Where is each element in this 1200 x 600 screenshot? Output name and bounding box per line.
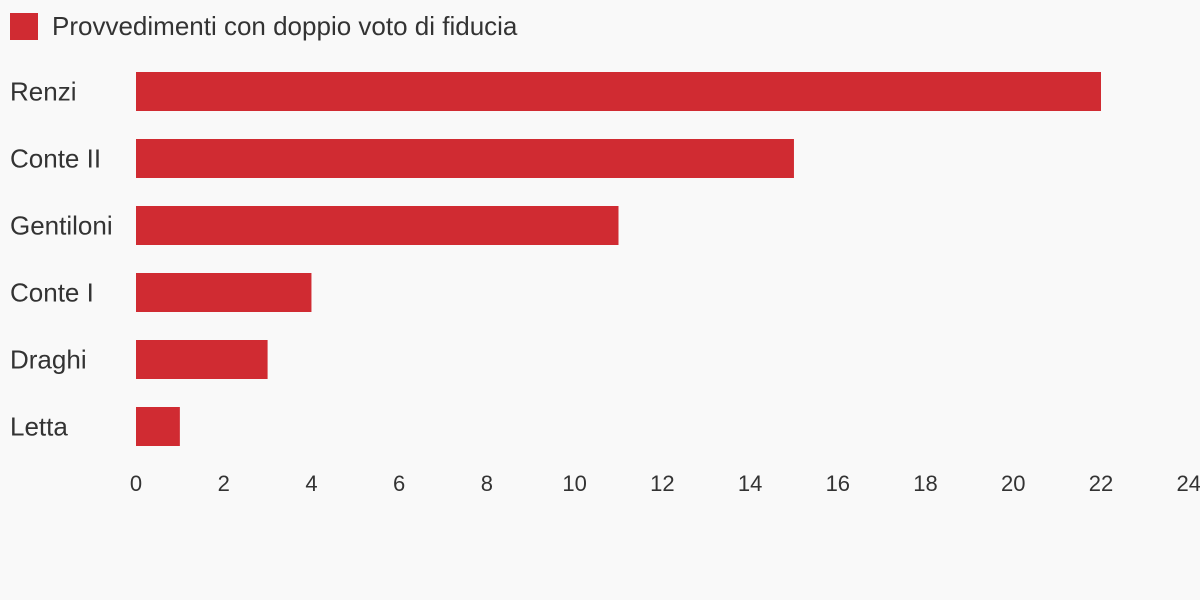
x-tick-label: 20	[1001, 471, 1025, 496]
x-tick-label: 18	[913, 471, 937, 496]
x-tick-label: 2	[218, 471, 230, 496]
category-label: Conte I	[10, 278, 94, 308]
bar	[136, 139, 794, 178]
x-tick-label: 10	[562, 471, 586, 496]
bar	[136, 340, 268, 379]
legend-label: Provvedimenti con doppio voto di fiducia	[52, 11, 518, 41]
legend-swatch	[10, 12, 38, 40]
x-tick-label: 12	[650, 471, 674, 496]
bar	[136, 206, 619, 245]
category-label: Renzi	[10, 77, 76, 107]
x-tick-label: 4	[305, 471, 317, 496]
bar	[136, 407, 180, 446]
x-tick-label: 14	[738, 471, 762, 496]
x-tick-label: 8	[481, 471, 493, 496]
x-tick-label: 6	[393, 471, 405, 496]
x-tick-label: 16	[826, 471, 850, 496]
category-label: Draghi	[10, 345, 87, 375]
bar	[136, 273, 312, 312]
x-tick-label: 0	[130, 471, 142, 496]
category-label: Letta	[10, 412, 68, 442]
category-label: Gentiloni	[10, 211, 113, 241]
category-label: Conte II	[10, 144, 101, 174]
bar	[136, 72, 1101, 111]
x-tick-label: 24	[1176, 471, 1200, 496]
x-tick-label: 22	[1089, 471, 1113, 496]
chart-legend: Provvedimenti con doppio voto di fiducia	[10, 10, 517, 42]
